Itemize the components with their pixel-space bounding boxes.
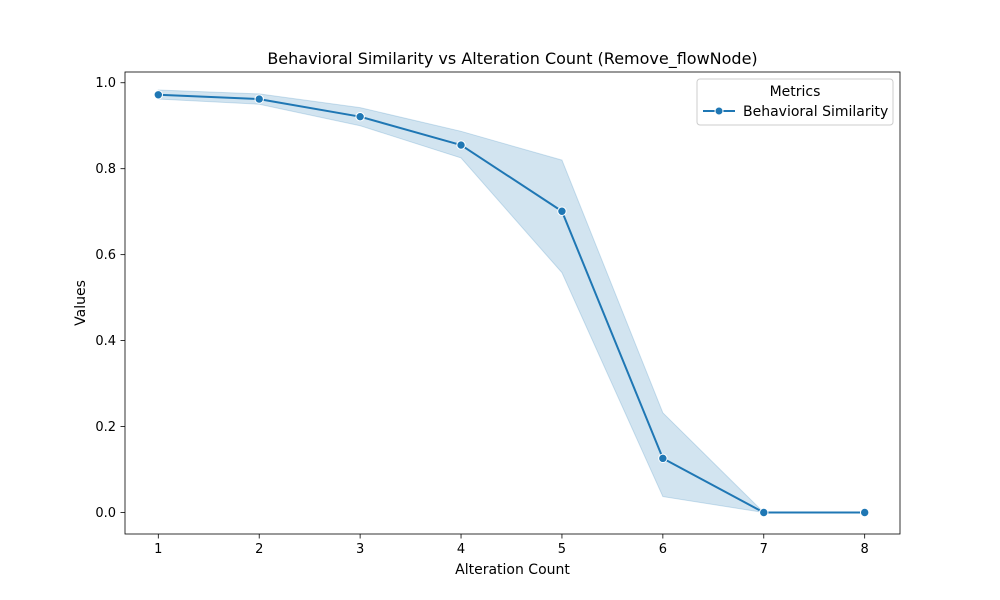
data-point [759, 507, 769, 518]
data-point [557, 206, 567, 216]
x-axis-label: Alteration Count [455, 562, 570, 578]
legend-marker-swatch [714, 106, 724, 116]
y-tick-label: 1.0 [95, 76, 116, 91]
data-point [658, 453, 668, 464]
data-point [456, 140, 466, 150]
y-tick-label: 0.8 [95, 162, 116, 177]
data-point [859, 507, 870, 518]
x-tick-label: 4 [457, 542, 465, 557]
y-axis-label: Values [73, 280, 89, 326]
y-tick-label: 0.0 [95, 506, 116, 521]
x-tick-label: 8 [861, 542, 869, 557]
legend-box [696, 78, 894, 126]
y-tick-label: 0.6 [95, 248, 116, 263]
data-point [153, 90, 164, 100]
y-axis: 0.0 0.2 0.4 0.6 0.8 1.0 [95, 76, 125, 521]
x-tick-label: 2 [255, 542, 263, 557]
chart-title: Behavioral Similarity vs Alteration Coun… [267, 49, 757, 69]
legend-entry-label: Behavioral Similarity [743, 104, 888, 120]
x-tick-label: 6 [659, 542, 667, 557]
x-tick-label: 7 [760, 542, 768, 557]
axes-frame [124, 71, 901, 535]
y-tick-label: 0.4 [95, 334, 116, 349]
series-line [158, 93, 865, 514]
legend-title: Metrics [770, 84, 821, 100]
data-point [254, 94, 264, 104]
x-tick-label: 5 [558, 542, 566, 557]
x-tick-label: 1 [154, 542, 162, 557]
legend: Metrics Behavioral Similarity [696, 78, 894, 126]
data-point [355, 111, 365, 122]
x-tick-label: 3 [356, 542, 364, 557]
plot-area [153, 89, 870, 518]
x-axis: 1 2 3 4 5 6 7 8 [154, 534, 869, 557]
y-tick-label: 0.2 [95, 420, 116, 435]
